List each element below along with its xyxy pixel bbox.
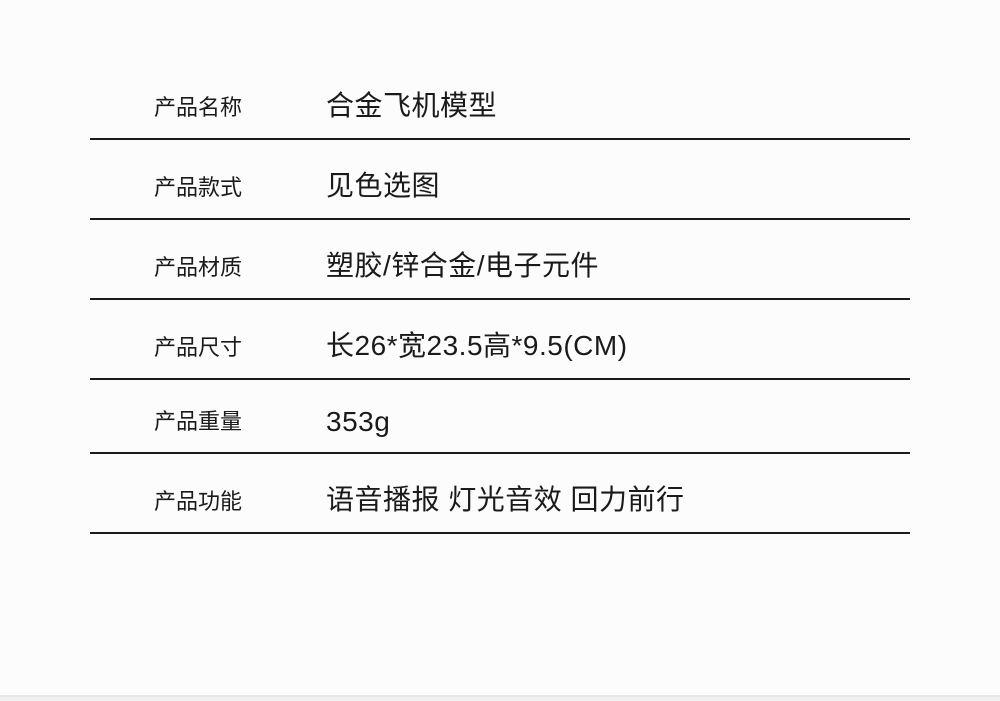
spec-row: 产品重量 353g	[90, 380, 910, 454]
spec-value: 语音播报 灯光音效 回力前行	[326, 478, 685, 518]
spec-label: 产品尺寸	[154, 330, 326, 364]
spec-row: 产品功能 语音播报 灯光音效 回力前行	[90, 454, 910, 534]
divider	[0, 697, 1000, 701]
spec-row: 产品名称 合金飞机模型	[90, 60, 910, 140]
spec-value: 353g	[326, 406, 390, 438]
spec-table: 产品名称 合金飞机模型 产品款式 见色选图 产品材质 塑胶/锌合金/电子元件 产…	[90, 60, 910, 534]
spec-label: 产品重量	[154, 404, 326, 438]
spec-row: 产品材质 塑胶/锌合金/电子元件	[90, 220, 910, 300]
spec-value: 见色选图	[326, 164, 440, 204]
spec-label: 产品功能	[154, 484, 326, 518]
spec-row: 产品尺寸 长26*宽23.5高*9.5(CM)	[90, 300, 910, 380]
spec-value: 合金飞机模型	[326, 84, 497, 124]
spec-label: 产品款式	[154, 170, 326, 204]
spec-label: 产品材质	[154, 250, 326, 284]
spec-label: 产品名称	[154, 90, 326, 124]
spec-value: 长26*宽23.5高*9.5(CM)	[326, 324, 628, 364]
spec-row: 产品款式 见色选图	[90, 140, 910, 220]
spec-value: 塑胶/锌合金/电子元件	[326, 244, 599, 284]
